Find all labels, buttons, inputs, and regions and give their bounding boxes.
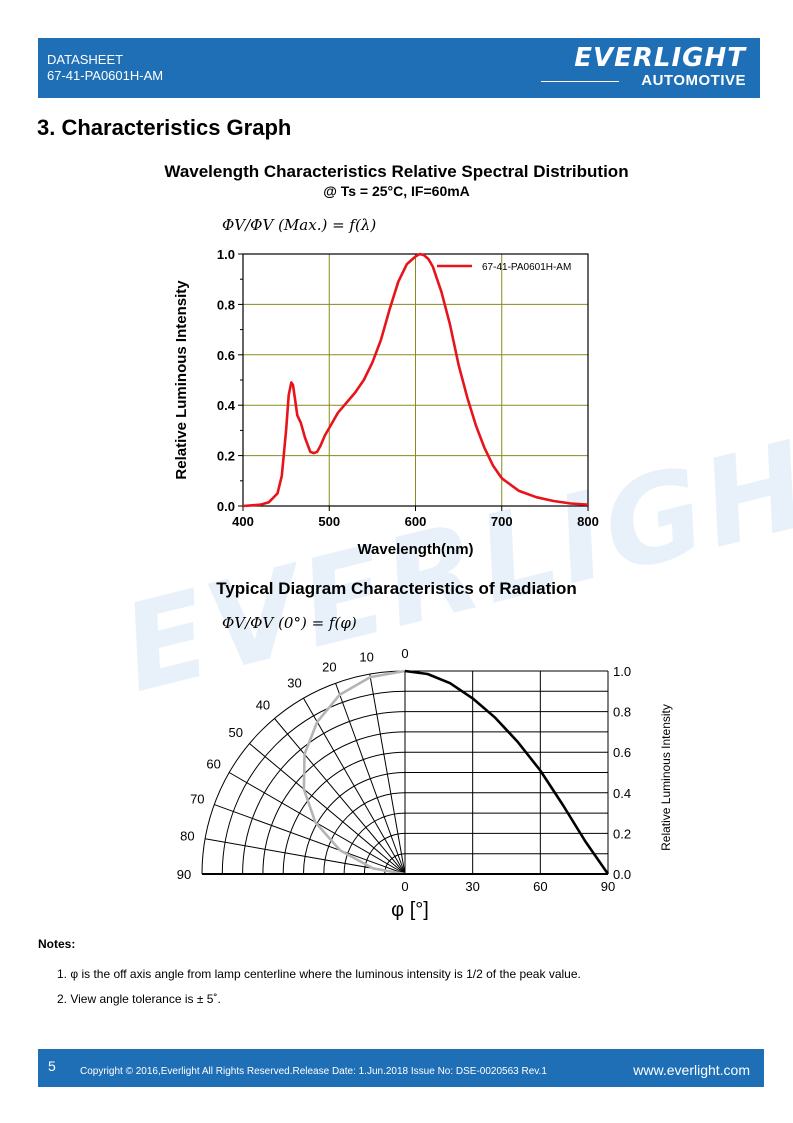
x-tick-label: 700 [491,514,513,529]
polar-angle-label: 30 [287,676,301,691]
polar-distribution-curve [302,669,406,876]
y-tick-label: 0.2 [613,826,631,841]
page-footer: 5 Copyright © 2016,Everlight All Rights … [38,1049,764,1087]
polar-angle-label: 20 [322,659,336,674]
y-tick-label: 0.0 [217,499,235,514]
polar-angle-label: 50 [228,725,242,740]
polar-radial-line [274,718,406,875]
polar-arc [323,792,406,875]
note-item: 2. View angle tolerance is ± 5˚. [57,992,221,1006]
x-tick-label: 500 [318,514,340,529]
polar-angle-label: 0 [401,646,408,661]
polar-arc [201,670,406,875]
x-axis-label: Wavelength(nm) [357,541,473,558]
logo-main-text: EVERLIGHT [574,43,746,73]
polar-angle-label: 70 [190,791,204,806]
y-tick-label: 1.0 [217,247,235,262]
note-item: 1. φ is the off axis angle from lamp cen… [57,967,581,981]
polar-angle-label: 90 [177,867,191,882]
logo-sub-text: AUTOMOTIVE [641,72,746,89]
polar-radial-line [249,743,406,875]
page-header: DATASHEET 67-41-PA0601H-AM EVERLIGHT AUT… [38,38,760,98]
page-number: 5 [48,1058,56,1074]
notes-title: Notes: [38,937,76,951]
y-tick-label: 0.8 [613,705,631,720]
x-tick-label: 600 [405,514,427,529]
y-tick-label: 0.2 [217,449,235,464]
y-tick-label: 0.6 [613,745,631,760]
y-tick-label: 1.0 [613,664,631,679]
x-tick-label: 90 [601,879,615,894]
polar-angle-label: 60 [206,757,220,772]
polar-arc [343,812,406,875]
website-link[interactable]: www.everlight.com [633,1062,750,1078]
brand-logo: EVERLIGHT AUTOMOTIVE [541,43,746,93]
spectral-chart: 400 500 600 700 800 0.0 0.2 0.4 0.6 0.8 1.0 67-41-P… [173,247,599,558]
x-tick-label: 400 [232,514,254,529]
x-tick-label: 0 [401,879,408,894]
radiation-chart-title: Typical Diagram Characteristics of Radia… [216,579,577,598]
polar-angle-label: 40 [256,698,270,713]
polar-radial-line [214,804,406,875]
part-number: 67-41-PA0601H-AM [47,68,164,83]
x-axis-label: φ [°] [391,899,429,920]
polar-arc [221,690,406,875]
y-tick-label: 0.4 [613,786,631,801]
y-tick-label: 0.0 [613,867,631,882]
polar-arc [303,772,406,875]
logo-rule [541,81,619,82]
polar-arc [242,711,406,875]
polar-arc [282,751,406,875]
y-axis-label: Relative Luminous Intensity [173,280,190,480]
spectral-formula: ΦV/ΦV (Max.) = f(λ) [222,216,377,234]
y-tick-label: 0.8 [217,297,235,312]
copyright-text: Copyright © 2016,Everlight All Rights Re… [80,1066,547,1077]
legend-label: 67-41-PA0601H-AM [482,262,571,273]
series-line [404,669,610,875]
spectral-chart-subtitle: @ Ts = 25°C, IF=60mA [323,183,470,199]
section-title: 3. Characteristics Graph [37,115,292,140]
radiation-formula: ΦV/ΦV (0°) = f(φ) [222,614,357,632]
polar-radial-line [335,683,406,875]
polar-radial-line [303,697,406,875]
x-tick-label: 60 [533,879,547,894]
polar-radial-line [369,673,406,875]
spectral-chart-title: Wavelength Characteristics Relative Spec… [164,162,629,181]
polar-angle-label: 80 [180,829,194,844]
x-tick-label: 800 [577,514,599,529]
plot-frame [242,253,589,507]
x-tick-label: 30 [465,879,479,894]
y-tick-label: 0.6 [217,348,235,363]
y-axis-label: Relative Luminous Intensity [659,704,673,851]
doc-type: DATASHEET [47,52,124,67]
polar-angle-label: 10 [359,649,373,664]
series-line [242,252,589,508]
y-tick-label: 0.4 [217,398,236,413]
